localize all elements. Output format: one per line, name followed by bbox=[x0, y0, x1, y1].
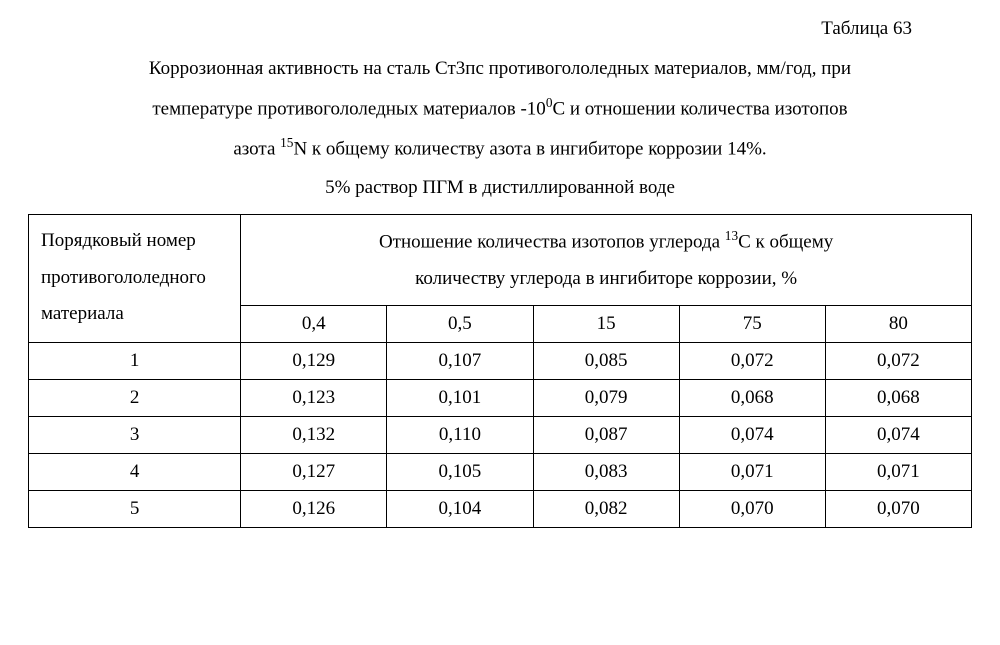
data-cell: 0,068 bbox=[679, 379, 825, 416]
data-cell: 0,087 bbox=[533, 416, 679, 453]
row-number-cell: 1 bbox=[29, 342, 241, 379]
data-cell: 0,101 bbox=[387, 379, 533, 416]
col-group-line-1a: Отношение количества изотопов углерода bbox=[379, 232, 725, 253]
table-caption: Коррозионная активность на сталь Ст3пс п… bbox=[28, 50, 972, 208]
column-header: 75 bbox=[679, 305, 825, 342]
column-group-header: Отношение количества изотопов углерода 1… bbox=[241, 215, 972, 306]
caption-line-2b: С и отношении количества изотопов bbox=[552, 98, 847, 119]
row-header-line-1: Порядковый номер bbox=[41, 230, 196, 251]
data-cell: 0,082 bbox=[533, 490, 679, 527]
corrosion-data-table: Порядковый номер противогололедного мате… bbox=[28, 214, 972, 528]
table-header-row-1: Порядковый номер противогололедного мате… bbox=[29, 215, 972, 306]
caption-isotope-n-sup: 15 bbox=[280, 135, 293, 150]
column-header: 0,5 bbox=[387, 305, 533, 342]
column-header: 15 bbox=[533, 305, 679, 342]
data-cell: 0,072 bbox=[679, 342, 825, 379]
row-number-cell: 3 bbox=[29, 416, 241, 453]
row-number-cell: 2 bbox=[29, 379, 241, 416]
data-cell: 0,132 bbox=[241, 416, 387, 453]
data-cell: 0,083 bbox=[533, 453, 679, 490]
table-row: 2 0,123 0,101 0,079 0,068 0,068 bbox=[29, 379, 972, 416]
caption-line-3b: N к общему количеству азота в ингибиторе… bbox=[293, 139, 766, 160]
data-cell: 0,105 bbox=[387, 453, 533, 490]
data-cell: 0,079 bbox=[533, 379, 679, 416]
row-number-cell: 5 bbox=[29, 490, 241, 527]
caption-line-2a: температуре противогололедных материалов… bbox=[152, 98, 545, 119]
data-cell: 0,129 bbox=[241, 342, 387, 379]
data-cell: 0,104 bbox=[387, 490, 533, 527]
data-cell: 0,127 bbox=[241, 453, 387, 490]
row-header-line-3: материала bbox=[41, 303, 124, 324]
caption-line-3a: азота bbox=[233, 139, 280, 160]
data-cell: 0,110 bbox=[387, 416, 533, 453]
data-cell: 0,070 bbox=[825, 490, 971, 527]
data-cell: 0,123 bbox=[241, 379, 387, 416]
row-number-cell: 4 bbox=[29, 453, 241, 490]
data-cell: 0,072 bbox=[825, 342, 971, 379]
data-cell: 0,071 bbox=[679, 453, 825, 490]
col-group-line-2: количеству углерода в ингибиторе коррози… bbox=[415, 268, 797, 289]
data-cell: 0,074 bbox=[825, 416, 971, 453]
data-cell: 0,070 bbox=[679, 490, 825, 527]
data-cell: 0,126 bbox=[241, 490, 387, 527]
data-cell: 0,071 bbox=[825, 453, 971, 490]
table-row: 1 0,129 0,107 0,085 0,072 0,072 bbox=[29, 342, 972, 379]
table-row: 4 0,127 0,105 0,083 0,071 0,071 bbox=[29, 453, 972, 490]
col-group-line-1b: С к общему bbox=[738, 232, 833, 253]
data-cell: 0,107 bbox=[387, 342, 533, 379]
caption-line-4: 5% раствор ПГМ в дистиллированной воде bbox=[325, 177, 675, 198]
data-cell: 0,068 bbox=[825, 379, 971, 416]
data-cell: 0,085 bbox=[533, 342, 679, 379]
column-header: 80 bbox=[825, 305, 971, 342]
data-cell: 0,074 bbox=[679, 416, 825, 453]
column-header: 0,4 bbox=[241, 305, 387, 342]
table-number: Таблица 63 bbox=[28, 18, 972, 40]
row-header-cell: Порядковый номер противогололедного мате… bbox=[29, 215, 241, 343]
col-group-isotope-c-sup: 13 bbox=[725, 228, 738, 243]
table-row: 3 0,132 0,110 0,087 0,074 0,074 bbox=[29, 416, 972, 453]
caption-line-1: Коррозионная активность на сталь Ст3пс п… bbox=[149, 58, 851, 79]
table-row: 5 0,126 0,104 0,082 0,070 0,070 bbox=[29, 490, 972, 527]
row-header-line-2: противогололедного bbox=[41, 267, 206, 288]
